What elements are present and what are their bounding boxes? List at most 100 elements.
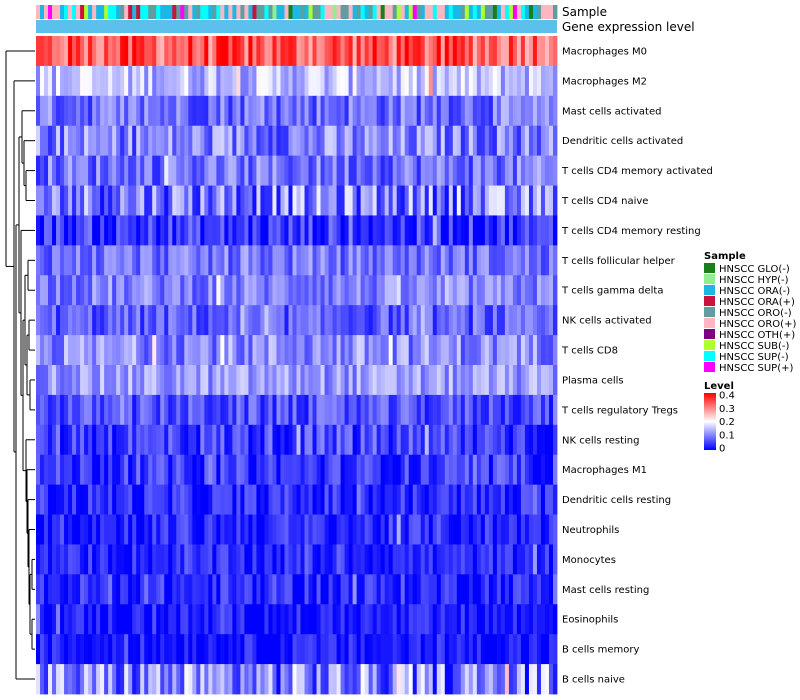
- heatmap-cell: [280, 424, 285, 456]
- heatmap-cell: [96, 185, 101, 216]
- sample-annotation-cell: [132, 5, 137, 19]
- heatmap-cell: [316, 95, 321, 127]
- heatmap-cell: [324, 155, 329, 186]
- heatmap-cell: [504, 215, 510, 246]
- heatmap-cell: [176, 365, 181, 396]
- heatmap-cell: [40, 125, 45, 157]
- heatmap-cell: [216, 454, 221, 486]
- heatmap-cell: [460, 215, 466, 246]
- heatmap-cell: [372, 36, 378, 67]
- heatmap-cell: [408, 604, 414, 635]
- heatmap-cell: [208, 454, 213, 486]
- heatmap-cell: [204, 664, 209, 695]
- heatmap-cell: [184, 275, 189, 306]
- heatmap-cell: [536, 36, 542, 67]
- heatmap-cell: [544, 365, 550, 396]
- heatmap-cell: [84, 36, 89, 67]
- heatmap-cell: [132, 424, 137, 456]
- heatmap-cell: [240, 544, 245, 575]
- heatmap-cell: [408, 36, 414, 67]
- heatmap-cell: [248, 275, 253, 306]
- heatmap-cell: [380, 484, 386, 515]
- heatmap-cell: [104, 185, 109, 216]
- heatmap-cell: [216, 544, 221, 575]
- heatmap-cell: [352, 484, 358, 515]
- heatmap-cell: [412, 365, 418, 396]
- heatmap-cell: [428, 574, 434, 605]
- heatmap-cell: [496, 544, 502, 575]
- heatmap-cell: [416, 634, 422, 665]
- heatmap-cell: [292, 604, 297, 635]
- level-legend-tick: 0.1: [719, 430, 735, 441]
- heatmap-cell: [424, 454, 430, 486]
- heatmap-cell: [44, 634, 49, 665]
- heatmap-cell: [280, 95, 285, 127]
- heatmap-cell: [140, 514, 145, 545]
- heatmap-cell: [548, 514, 554, 545]
- heatmap-cell: [188, 664, 193, 695]
- heatmap-cell: [340, 454, 345, 486]
- heatmap-cell: [68, 125, 73, 157]
- heatmap-cell: [380, 514, 386, 545]
- heatmap-cell: [440, 215, 446, 246]
- heatmap-cell: [388, 574, 394, 605]
- sample-annotation-cell: [212, 5, 217, 19]
- heatmap-cell: [512, 215, 518, 246]
- heatmap-cell: [256, 604, 261, 635]
- heatmap-cell: [188, 544, 193, 575]
- heatmap-cell: [448, 604, 454, 635]
- heatmap-cell: [508, 305, 514, 336]
- heatmap-cell: [212, 36, 217, 67]
- heatmap-cell: [216, 604, 221, 635]
- heatmap-cell: [132, 454, 137, 486]
- heatmap-cell: [464, 394, 470, 426]
- heatmap-cell: [272, 574, 277, 605]
- heatmap-cell: [384, 544, 390, 575]
- heatmap-cell: [200, 305, 205, 336]
- heatmap-cell: [140, 185, 145, 216]
- sample-annotation-cell: [432, 5, 438, 19]
- heatmap-cell: [276, 36, 281, 67]
- heatmap-cell: [332, 185, 337, 216]
- heatmap-cell: [416, 125, 422, 157]
- heatmap-cell: [548, 65, 554, 97]
- heatmap-cell: [44, 36, 49, 67]
- heatmap-cell: [304, 185, 309, 216]
- heatmap-cell: [396, 335, 402, 366]
- heatmap-cell: [544, 65, 550, 97]
- heatmap-cell: [72, 394, 77, 426]
- heatmap-cell: [368, 305, 374, 336]
- heatmap-cell: [252, 215, 257, 246]
- heatmap-cell: [488, 185, 494, 216]
- heatmap-cell: [352, 634, 358, 665]
- heatmap-cell: [480, 215, 486, 246]
- heatmap-cell: [264, 275, 269, 306]
- heatmap-cell: [44, 95, 49, 127]
- heatmap-cell: [76, 65, 81, 97]
- heatmap-cell: [536, 394, 542, 426]
- heatmap-cell: [80, 574, 85, 605]
- heatmap-cell: [316, 484, 321, 515]
- heatmap-cell: [336, 65, 341, 97]
- heatmap-cell: [264, 394, 269, 426]
- heatmap-cell: [392, 275, 398, 306]
- heatmap-cell: [352, 604, 358, 635]
- heatmap-cell: [60, 514, 65, 545]
- heatmap-cell: [104, 634, 109, 665]
- heatmap-cell: [112, 634, 117, 665]
- heatmap-cell: [300, 125, 305, 157]
- heatmap-cell: [308, 215, 313, 246]
- heatmap-cell: [144, 335, 149, 366]
- heatmap-cell: [320, 305, 325, 336]
- heatmap-cell: [296, 95, 301, 127]
- heatmap-cell: [528, 514, 534, 545]
- heatmap-cell: [468, 424, 474, 456]
- heatmap-cell: [136, 634, 141, 665]
- heatmap-cell: [444, 275, 450, 306]
- heatmap-cell: [236, 305, 241, 336]
- heatmap-cell: [396, 544, 402, 575]
- heatmap-cell: [132, 574, 137, 605]
- heatmap-cell: [480, 574, 486, 605]
- heatmap-cell: [148, 245, 153, 276]
- heatmap-cell: [104, 215, 109, 246]
